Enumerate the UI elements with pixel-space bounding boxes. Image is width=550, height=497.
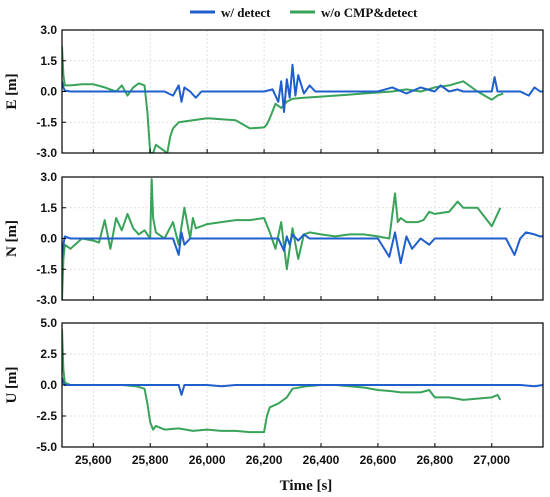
legend-entry: w/ detect <box>190 5 271 20</box>
y-axis-label: U [m] <box>4 366 20 403</box>
x-tick-label: 26,800 <box>416 453 453 467</box>
y-tick-label: -3.0 <box>36 293 57 307</box>
legend-entry: w/o CMP&detect <box>290 5 418 20</box>
legend-label: w/ detect <box>221 5 271 20</box>
series-group <box>62 46 543 153</box>
x-tick-label: 26,200 <box>246 453 283 467</box>
series-line-w-detect <box>62 231 543 265</box>
y-tick-label: 0.0 <box>40 378 57 392</box>
x-tick-label: 27,000 <box>473 453 510 467</box>
panel-2: 3.0 1.5 0.0 -1.5 -3.0 N [m] <box>4 170 544 307</box>
x-tick-label: 26,400 <box>303 453 340 467</box>
panels: 3.0 1.5 0.0 -1.5 -3.0 E [m] 3.0 1.5 0.0 -1.5 -3.0 N… <box>4 23 544 467</box>
y-tick-label: -1.5 <box>36 262 57 276</box>
y-tick-label: 5.0 <box>40 316 57 330</box>
y-tick-label: 0.0 <box>40 232 57 246</box>
series-line-w-o-cmp-detect <box>62 178 502 300</box>
y-tick-label: -1.5 <box>36 115 57 129</box>
panel-1: 3.0 1.5 0.0 -1.5 -3.0 E [m] <box>4 23 544 160</box>
series-line-w-detect <box>62 377 543 396</box>
y-tick-label: -3.0 <box>36 146 57 160</box>
y-tick-label: 1.5 <box>40 201 57 215</box>
legend: w/ detect w/o CMP&detect <box>190 5 418 20</box>
panel-3: 5.0 2.5 0.0 -2.5 -5.0 25,600 25,800 26,000 26,20… <box>4 316 544 467</box>
series-group <box>62 178 543 300</box>
y-tick-label: 1.5 <box>40 54 57 68</box>
series-line-w-detect <box>62 63 543 113</box>
x-tick-label: 26,000 <box>189 453 226 467</box>
y-axis-label: E [m] <box>4 73 20 109</box>
x-tick-label: 26,600 <box>360 453 397 467</box>
legend-label: w/o CMP&detect <box>321 5 418 20</box>
x-tick-label: 25,600 <box>75 453 112 467</box>
y-tick-label: -5.0 <box>36 440 57 454</box>
y-tick-label: 2.5 <box>40 347 57 361</box>
series-group <box>62 329 543 434</box>
y-tick-label: 3.0 <box>40 170 57 184</box>
y-tick-label: 0.0 <box>40 85 57 99</box>
y-axis-label: N [m] <box>4 220 20 257</box>
x-axis-label: Time [s] <box>280 478 333 494</box>
y-tick-label: 3.0 <box>40 23 57 37</box>
y-tick-label: -2.5 <box>36 409 57 423</box>
x-tick-label: 25,800 <box>132 453 169 467</box>
